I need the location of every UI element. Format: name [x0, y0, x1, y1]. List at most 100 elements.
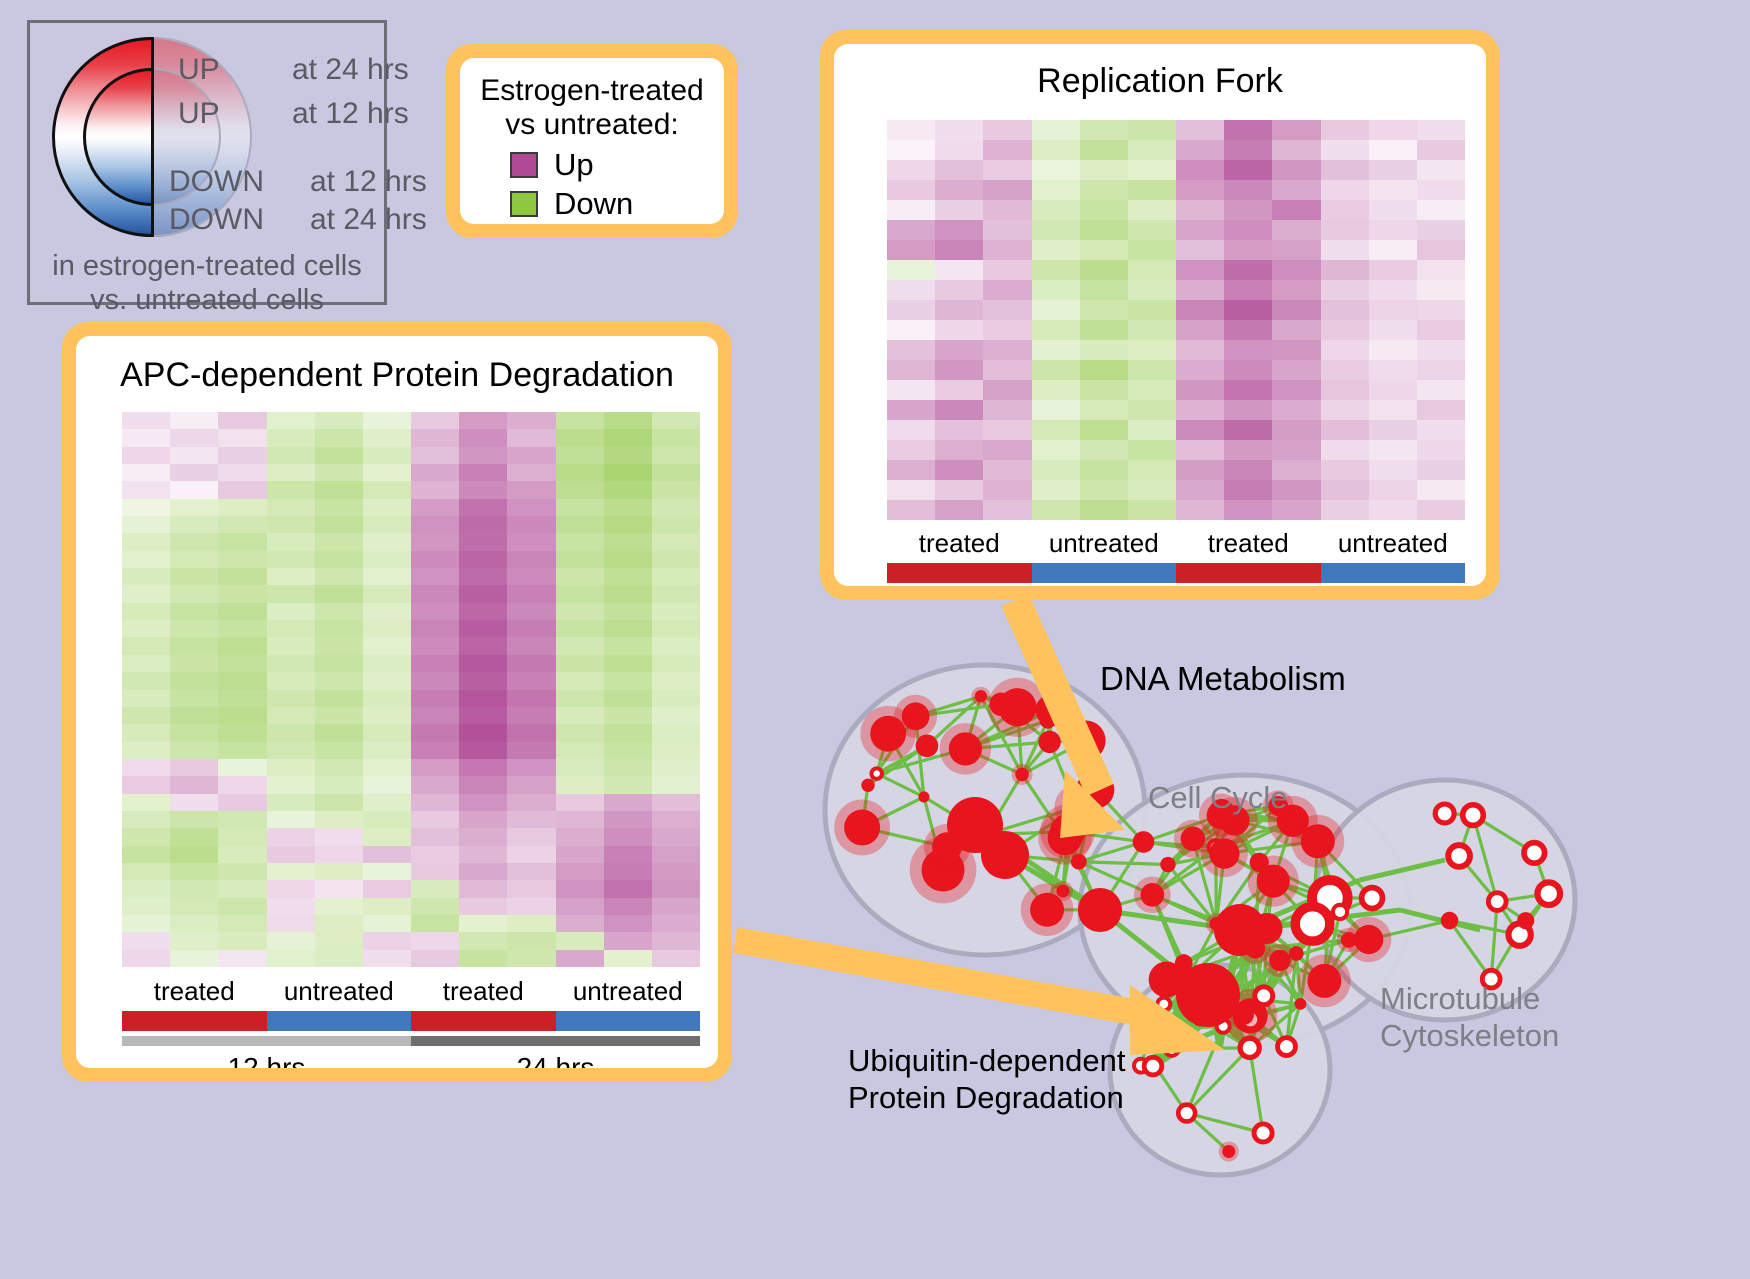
network-node[interactable]: [861, 778, 875, 792]
heatmap-cell: [507, 516, 556, 534]
network-node[interactable]: [1290, 901, 1335, 946]
heatmap-cell: [887, 480, 936, 500]
heatmap-cell: [122, 654, 171, 673]
heatmap-cell: [1416, 160, 1465, 180]
network-node[interactable]: [1206, 801, 1235, 830]
network-node[interactable]: [1140, 883, 1165, 907]
network-node[interactable]: [1479, 967, 1503, 991]
network-node[interactable]: [1030, 892, 1065, 927]
heatmap-cell: [1224, 400, 1273, 420]
network-node[interactable]: [1445, 842, 1473, 870]
network-node[interactable]: [1147, 1017, 1170, 1040]
network-node[interactable]: [1180, 826, 1206, 851]
network-node[interactable]: [1330, 902, 1350, 922]
network-node[interactable]: [1440, 911, 1459, 930]
heatmap-cell: [314, 880, 363, 898]
network-node[interactable]: [1432, 801, 1457, 826]
network-node[interactable]: [1268, 796, 1289, 816]
network-node[interactable]: [918, 791, 930, 803]
heatmap-cell: [122, 776, 171, 794]
heatmap-cell: [362, 793, 411, 811]
heatmap-cell: [170, 724, 219, 742]
heatmap-cell: [555, 828, 604, 846]
network-node[interactable]: [1078, 888, 1122, 932]
heatmap-cell: [218, 446, 267, 465]
network-node[interactable]: [1521, 839, 1548, 867]
network-node[interactable]: [989, 692, 1014, 717]
untreated-bar: [266, 1011, 411, 1031]
network-node[interactable]: [1237, 1035, 1262, 1061]
network-node[interactable]: [1214, 904, 1266, 956]
network-node[interactable]: [1256, 864, 1290, 898]
network-node[interactable]: [1300, 824, 1335, 859]
heatmap-cell: [1031, 220, 1080, 240]
heatmap-cell: [1127, 500, 1176, 520]
heatmap-cell: [362, 620, 411, 638]
network-node[interactable]: [1252, 984, 1276, 1008]
network-node[interactable]: [1038, 730, 1061, 754]
heatmap-cell: [603, 446, 652, 465]
network-node[interactable]: [948, 732, 982, 766]
network-edge: [1078, 840, 1144, 864]
network-node[interactable]: [974, 690, 987, 703]
heatmap-cell: [555, 429, 604, 447]
network-node[interactable]: [869, 766, 884, 781]
heatmap-cell: [122, 533, 171, 551]
network-node[interactable]: [1132, 831, 1155, 853]
network-node[interactable]: [1209, 838, 1240, 869]
network-node[interactable]: [1249, 852, 1269, 872]
heatmap-cell: [887, 460, 936, 480]
network-node[interactable]: [1288, 946, 1304, 961]
network-node[interactable]: [1070, 853, 1087, 870]
network-node[interactable]: [1534, 879, 1564, 909]
heatmap-cell: [266, 516, 315, 534]
network-node[interactable]: [1234, 1005, 1254, 1025]
network-node[interactable]: [1307, 963, 1342, 998]
network-node[interactable]: [1175, 1102, 1198, 1124]
heatmap-cell: [122, 880, 171, 898]
network-node[interactable]: [1358, 884, 1386, 912]
heatmap-cell: [651, 446, 700, 465]
heatmap-cell: [651, 862, 700, 881]
heatmap-cell: [1368, 400, 1417, 420]
network-node[interactable]: [870, 715, 907, 752]
network-node[interactable]: [1015, 767, 1029, 782]
network-node[interactable]: [1269, 949, 1291, 972]
network-node[interactable]: [1160, 856, 1176, 873]
network-node[interactable]: [1517, 912, 1535, 930]
heatmap-cell: [603, 741, 652, 759]
network-node[interactable]: [1174, 954, 1193, 972]
heatmap-cell: [1368, 500, 1417, 520]
network-node[interactable]: [1275, 1035, 1298, 1058]
heatmap-cell: [266, 620, 315, 638]
network-node[interactable]: [901, 702, 930, 731]
heatmap-cell: [1416, 180, 1465, 200]
network-node[interactable]: [1065, 720, 1106, 761]
network-node[interactable]: [844, 809, 881, 846]
heatmap-cell: [122, 724, 171, 742]
network-node[interactable]: [981, 831, 1029, 879]
network-node[interactable]: [1162, 1039, 1181, 1058]
network-node[interactable]: [1485, 890, 1509, 913]
cluster-label-dna-metabolism: DNA Metabolism: [1100, 660, 1346, 697]
network-node[interactable]: [1251, 1121, 1275, 1145]
heatmap-cell: [314, 758, 363, 777]
heatmap-cell: [555, 498, 604, 517]
network-node[interactable]: [1340, 932, 1357, 948]
heatmap-cell: [1176, 440, 1225, 460]
network-node[interactable]: [1141, 1054, 1165, 1078]
network-node[interactable]: [915, 734, 939, 758]
heatmap-cell: [218, 516, 267, 534]
heatmap-cell: [651, 516, 700, 534]
network-node[interactable]: [1459, 801, 1487, 829]
network-node[interactable]: [1294, 998, 1307, 1010]
heatmap-cell: [411, 828, 460, 846]
network-node[interactable]: [1222, 1145, 1236, 1159]
network-node[interactable]: [1176, 963, 1240, 1027]
network-node[interactable]: [1039, 712, 1057, 729]
network-node[interactable]: [1354, 924, 1384, 955]
network-node[interactable]: [1049, 813, 1086, 850]
network-node[interactable]: [1056, 884, 1070, 898]
network-node[interactable]: [1133, 1022, 1151, 1040]
network-node[interactable]: [1155, 995, 1173, 1013]
